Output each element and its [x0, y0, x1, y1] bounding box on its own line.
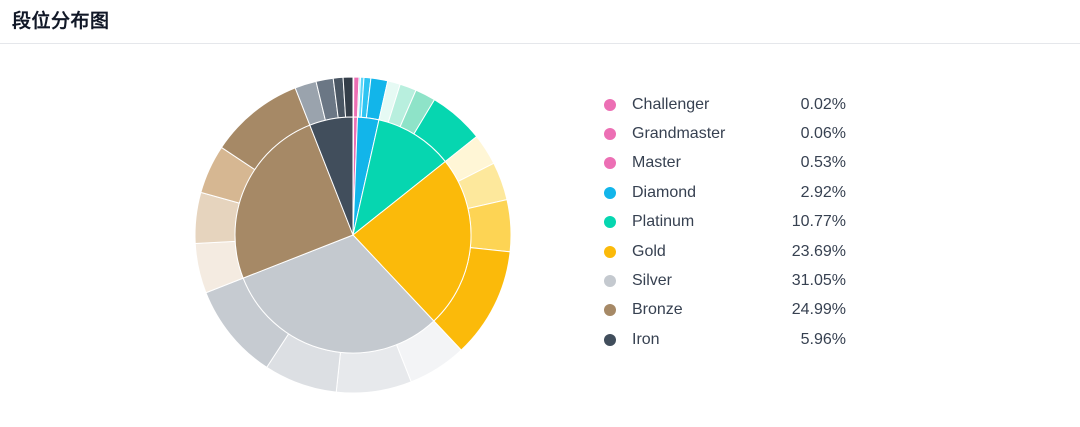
legend-swatch [604, 186, 616, 199]
inner-pie [234, 116, 472, 354]
legend-value: 31.05% [791, 272, 846, 290]
legend-label: Diamond [632, 183, 697, 201]
legend-label: Bronze [632, 301, 683, 319]
legend-swatch [604, 333, 616, 346]
legend-value: 24.99% [791, 301, 846, 319]
legend-value: 0.53% [800, 154, 846, 172]
pie-slice-gold[interactable] [352, 160, 472, 322]
pie-slice-platinum[interactable] [352, 119, 447, 237]
legend-item-master[interactable]: Master 0.53% [600, 149, 860, 178]
chart-header: 段位分布图 [0, 0, 1080, 44]
legend-item-platinum[interactable]: Platinum 10.77% [600, 208, 860, 237]
legend-item-grandmaster[interactable]: Grandmaster 0.06% [600, 119, 860, 148]
legend-value: 0.02% [800, 95, 846, 113]
outer-slice-gold-13[interactable] [467, 198, 512, 253]
legend-swatch [604, 275, 616, 288]
legend-swatch [604, 216, 616, 229]
legend-label: Platinum [632, 213, 695, 231]
legend-label: Silver [632, 272, 673, 290]
legend-swatch [604, 304, 616, 317]
legend-swatch [604, 98, 616, 111]
legend-item-challenger[interactable]: Challenger 0.02% [600, 90, 860, 119]
legend-value: 0.06% [800, 125, 846, 143]
legend-label: Iron [632, 330, 660, 348]
legend-item-silver[interactable]: Silver 31.05% [600, 266, 860, 295]
legend-value: 5.96% [800, 330, 846, 348]
pie-slice-silver[interactable] [242, 234, 435, 354]
legend-value: 10.77% [791, 213, 846, 231]
pie-slice-bronze[interactable] [234, 124, 354, 279]
legend-item-bronze[interactable]: Bronze 24.99% [600, 296, 860, 325]
legend-label: Grandmaster [632, 125, 726, 143]
legend-swatch [604, 157, 616, 170]
legend-item-gold[interactable]: Gold 23.69% [600, 237, 860, 266]
legend-label: Challenger [632, 95, 710, 113]
tier-distribution-chart [194, 76, 512, 394]
legend-value: 23.69% [791, 242, 846, 260]
legend-label: Master [632, 154, 681, 172]
pie-slice-iron[interactable] [309, 116, 354, 236]
outer-ring [194, 76, 512, 394]
legend-label: Gold [632, 242, 666, 260]
chart-legend: Challenger 0.02% Grandmaster 0.06% Master 0.5… [600, 90, 860, 355]
page-title: 段位分布图 [12, 10, 110, 32]
legend-item-iron[interactable]: Iron 5.96% [600, 325, 860, 354]
legend-value: 2.92% [800, 183, 846, 201]
legend-swatch [604, 128, 616, 141]
legend-item-diamond[interactable]: Diamond 2.92% [600, 178, 860, 207]
legend-swatch [604, 245, 616, 258]
